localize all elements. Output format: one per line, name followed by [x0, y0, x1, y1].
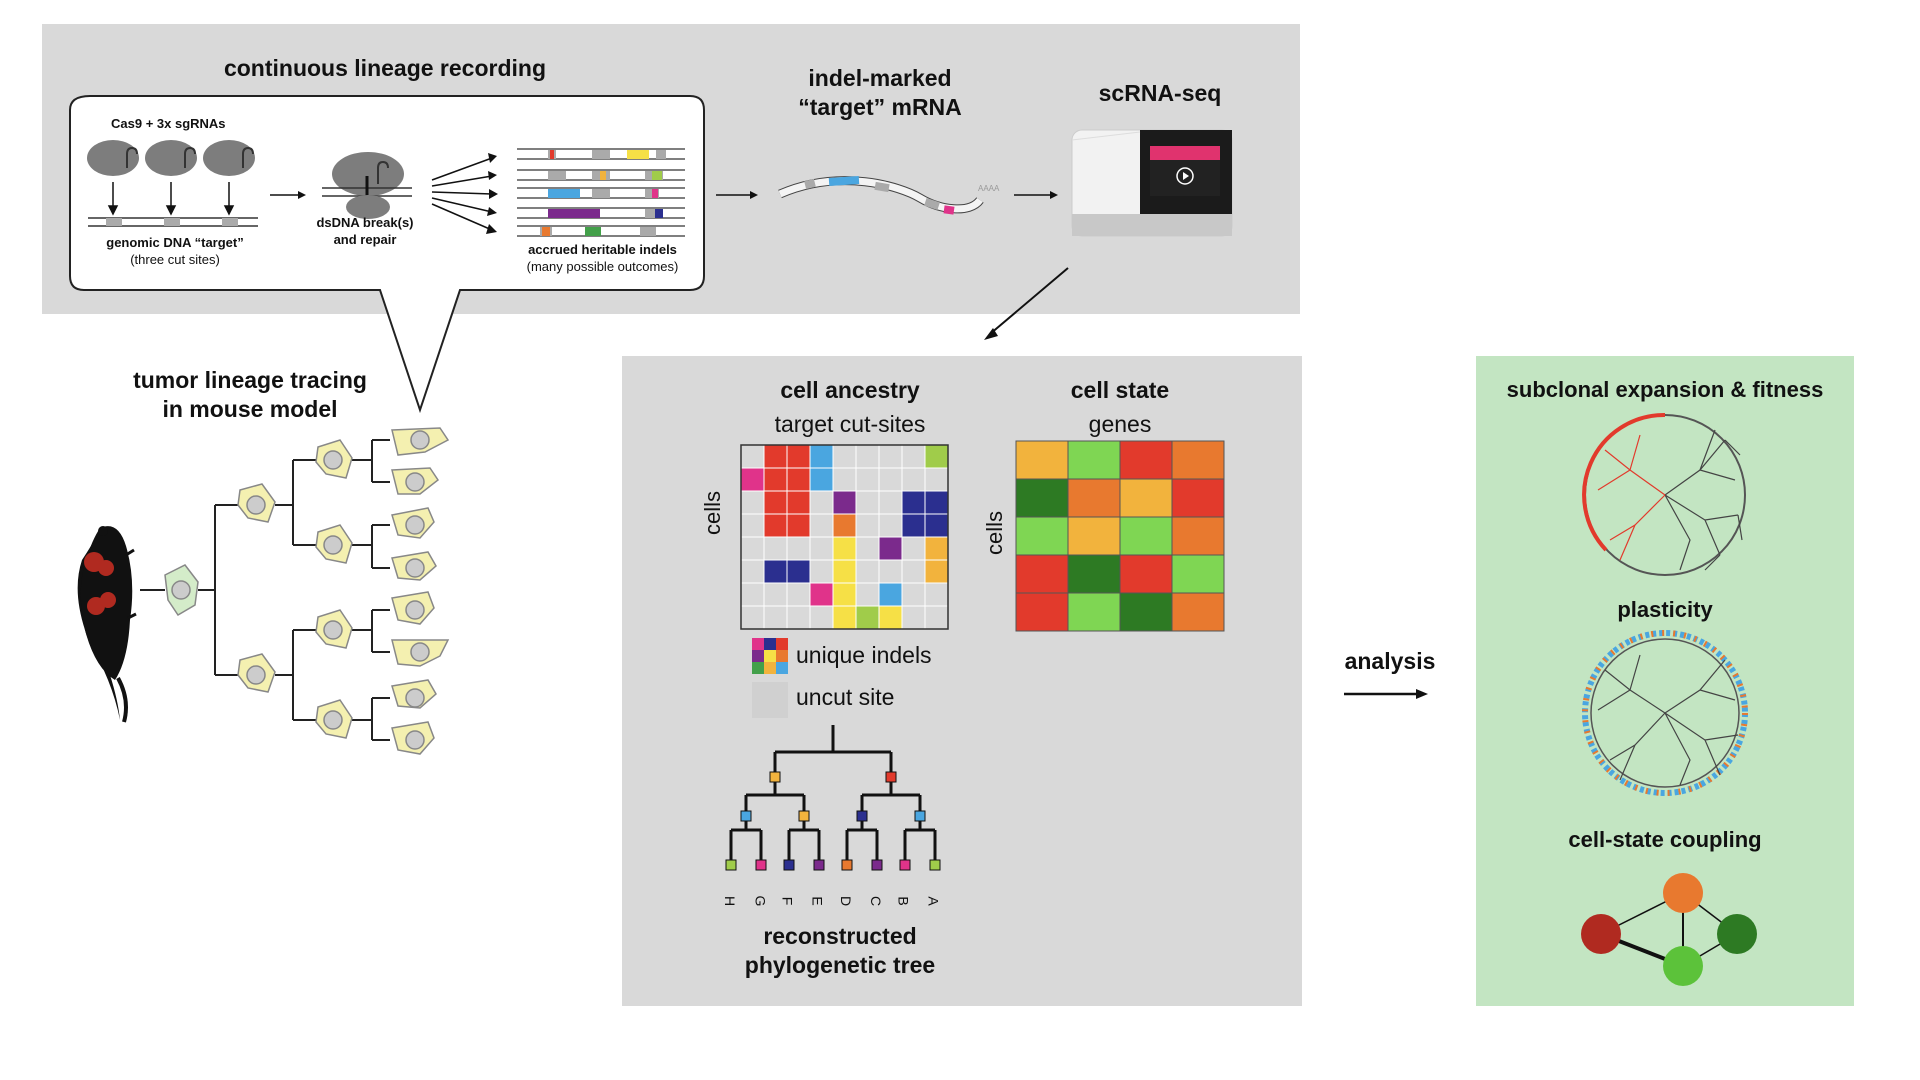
genomic-sublabel: (three cut sites)	[130, 252, 220, 267]
unique-indels-swatch	[752, 638, 788, 674]
uncut-site-swatch	[752, 682, 788, 718]
genomic-dna-target	[88, 217, 258, 227]
light-green-state-node	[1663, 946, 1703, 986]
recording-panel-title: continuous lineage recording	[223, 55, 547, 81]
indels-sublabel: (many possible outcomes)	[526, 259, 679, 274]
subclonal-title: subclonal expansion & fitness	[1506, 377, 1824, 402]
ancestry-xlabel: target cut-sites	[774, 411, 926, 437]
red-state-node	[1581, 914, 1621, 954]
ancestry-title: cell ancestry	[780, 377, 920, 403]
dark-green-state-node	[1717, 914, 1757, 954]
cas9-label: Cas9 + 3x sgRNAs	[111, 116, 226, 131]
plasticity-title: plasticity	[1617, 597, 1713, 622]
mrna-title-2: “target” mRNA	[798, 94, 962, 120]
legend-unique-indels: unique indels	[796, 642, 932, 668]
dsdna-label-2: and repair	[333, 232, 397, 247]
indels-label: accrued heritable indels	[528, 242, 677, 257]
mouse-title-1: tumor lineage tracing	[133, 367, 367, 393]
mrna-title-1: indel-marked	[808, 65, 952, 91]
tree-title-2: phylogenetic tree	[744, 952, 936, 978]
sequencer-title: scRNA-seq	[1098, 80, 1222, 106]
coupling-title: cell-state coupling	[1568, 827, 1762, 852]
dsdna-label-1: dsDNA break(s)	[316, 215, 414, 230]
legend-uncut-site: uncut site	[796, 684, 895, 710]
state-title: cell state	[1070, 377, 1170, 403]
tree-title-1: reconstructed	[763, 923, 917, 949]
state-xlabel: genes	[1088, 411, 1152, 437]
mouse-title-2: in mouse model	[162, 396, 338, 422]
orange-state-node	[1663, 873, 1703, 913]
polya-tail: AAAA	[978, 184, 1000, 193]
genomic-label: genomic DNA “target”	[106, 235, 244, 250]
analysis-label: analysis	[1344, 648, 1436, 674]
